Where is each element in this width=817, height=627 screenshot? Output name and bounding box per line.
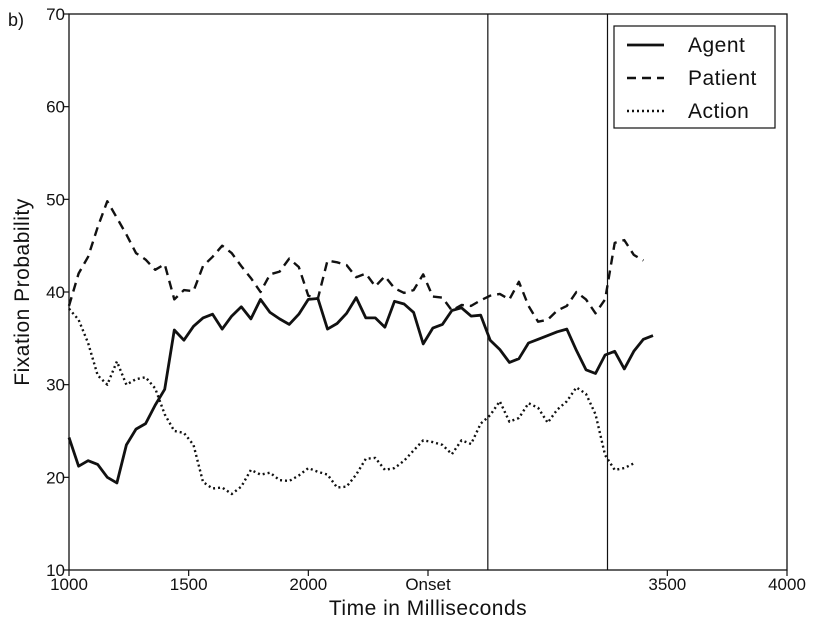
y-tick-label: 60 <box>46 98 65 117</box>
x-tick-label: 1000 <box>50 575 88 594</box>
x-tick-label: 2000 <box>289 575 327 594</box>
series-line-agent <box>67 296 654 485</box>
x-axis-title: Time in Milliseconds <box>329 597 527 620</box>
y-axis-title: Fixation Probability <box>11 198 34 385</box>
legend-label-agent: Agent <box>688 34 745 57</box>
series-line-action <box>68 307 635 496</box>
series-lines <box>67 199 654 496</box>
x-tick-label: 3500 <box>648 575 686 594</box>
y-axis-ticks: 10 20 30 40 50 60 70 <box>46 5 69 580</box>
x-axis-ticks: 1000 1500 2000 Onset 3500 4000 <box>50 570 806 594</box>
y-tick-label: 50 <box>46 190 65 209</box>
vertical-markers <box>487 14 609 570</box>
panel-label: b) <box>8 10 24 30</box>
y-tick-label: 40 <box>46 283 65 302</box>
legend-label-action: Action <box>688 100 749 123</box>
series-line-patient <box>67 199 645 323</box>
y-tick-label: 30 <box>46 376 65 395</box>
legend-box <box>613 25 776 129</box>
legend: Agent Patient Action <box>613 25 776 129</box>
y-tick-label: 10 <box>46 561 65 580</box>
y-tick-label: 70 <box>46 5 65 24</box>
x-tick-label: Onset <box>405 575 451 594</box>
legend-label-patient: Patient <box>688 67 757 90</box>
x-tick-label: 4000 <box>768 575 806 594</box>
y-tick-label: 20 <box>46 468 65 487</box>
x-tick-label: 1500 <box>170 575 208 594</box>
legend-entries: Agent Patient Action <box>627 34 757 123</box>
